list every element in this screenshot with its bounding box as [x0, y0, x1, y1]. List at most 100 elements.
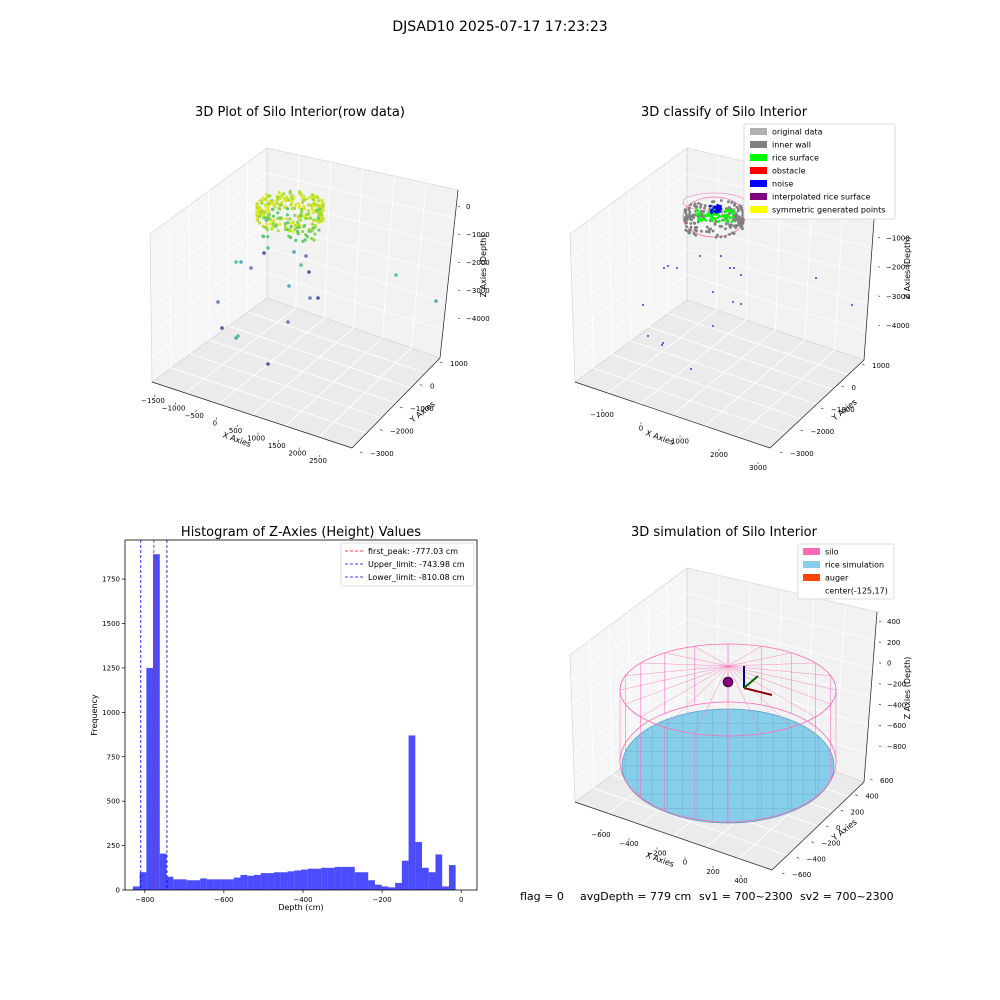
silo-roof-line: [727, 665, 816, 718]
raw-point: [310, 207, 314, 211]
histogram-bar: [395, 882, 402, 890]
histogram-bar: [173, 879, 180, 890]
silo-roof-line: [694, 646, 729, 667]
raw-point: [277, 191, 282, 195]
classify-y-ticks: 1000 0 −1000 −2000 −3000: [779, 362, 890, 458]
legend-swatch: [750, 128, 767, 135]
classify-x-ticks: −1000 0 1000 2000 3000: [590, 409, 767, 472]
inner-wall-point: [727, 200, 730, 204]
inner-wall-point: [688, 206, 691, 210]
raw-point: [286, 198, 290, 202]
rice-surface-point: [704, 214, 708, 218]
y-axis-line: [351, 357, 441, 449]
silo-roof-line: [727, 665, 762, 734]
raw-point: [265, 208, 269, 212]
tick-label: 1000: [247, 435, 265, 443]
inner-wall-point: [694, 233, 698, 237]
grid-line: [247, 162, 426, 374]
raw-point: [299, 213, 303, 218]
histogram-bar: [240, 874, 248, 890]
tick-mark: [877, 295, 881, 297]
tick-mark: [457, 317, 461, 320]
tick-mark: [457, 289, 461, 292]
raw-point: [293, 213, 297, 218]
raw-data-3d-panel: 3D Plot of Silo Interior(row data) −1500…: [141, 105, 490, 465]
noise-point: [647, 335, 649, 337]
histogram-bar: [166, 876, 174, 890]
inner-wall-point: [728, 206, 732, 210]
silo-roof-line: [664, 652, 729, 667]
raw-point: [258, 199, 262, 203]
raw-point: [291, 229, 295, 234]
raw-point: [299, 207, 304, 212]
tick-label: −400: [619, 840, 638, 848]
silo-roof-line: [727, 665, 831, 705]
raw-point: [267, 199, 272, 203]
inner-wall-point: [688, 210, 692, 214]
raw-point: [283, 221, 288, 226]
histogram-bar: [220, 879, 228, 890]
inner-wall-point: [736, 207, 740, 211]
raw-point: [280, 195, 284, 199]
raw-point: [274, 224, 278, 228]
axis-arrow-y: [743, 675, 759, 689]
legend-swatch: [750, 154, 767, 161]
tick-label: −2000: [390, 428, 414, 436]
histogram-legend: first_peak: -777.03 cm Upper_limit: -743.…: [340, 542, 475, 587]
noise-point: [733, 267, 735, 269]
raw-point: [266, 246, 270, 250]
raw-point: [305, 197, 309, 201]
noise-point: [712, 291, 714, 293]
raw-point: [299, 193, 303, 197]
raw-point: [301, 196, 305, 200]
legend-label: symmetric generated points: [772, 206, 885, 215]
inner-wall-point: [724, 222, 728, 226]
tick-mark: [216, 417, 218, 420]
inner-wall-point: [724, 207, 728, 210]
histogram-bar: [381, 886, 389, 890]
raw-point: [302, 205, 306, 209]
tick-mark: [457, 205, 461, 208]
rice-surface-point: [731, 212, 735, 216]
grid-line: [571, 618, 873, 705]
inner-wall-point: [703, 206, 706, 210]
tick-label: −200: [887, 681, 906, 689]
inner-wall-point: [736, 224, 740, 227]
tick-label: −2000: [886, 264, 910, 272]
tick-label: −400: [887, 701, 906, 709]
inner-wall-point: [711, 229, 715, 233]
raw-point: [294, 203, 298, 207]
silo-roof-line: [727, 652, 792, 667]
noise-point: [662, 342, 664, 344]
raw-point: [261, 196, 265, 200]
raw-point: [317, 216, 321, 221]
rice-surface-point: [726, 216, 730, 219]
tick-mark: [811, 841, 814, 843]
histogram-bars: [132, 554, 456, 890]
tick-mark: [319, 454, 321, 458]
raw-point: [265, 193, 269, 197]
inner-wall-point: [695, 229, 698, 233]
noise-point: [732, 301, 734, 303]
inner-wall-point: [741, 213, 745, 217]
y-axis-line: [769, 359, 865, 449]
inner-wall-point: [692, 232, 696, 235]
raw-point: [293, 223, 297, 227]
histogram-bar: [193, 880, 201, 890]
noise-point: [714, 205, 718, 209]
histogram-bar: [422, 867, 429, 890]
histogram-bar: [260, 873, 268, 890]
rice-surface-point: [723, 218, 727, 221]
raw-point: [312, 200, 316, 204]
rice-surface-point: [722, 215, 726, 219]
raw-point: [283, 227, 288, 231]
raw-point: [309, 216, 313, 220]
tick-mark: [820, 407, 824, 410]
rice-surface-point: [715, 213, 718, 216]
raw-point: [311, 197, 315, 201]
tick-label: 200: [706, 868, 719, 876]
raw-point: [297, 190, 302, 194]
raw-point: [263, 197, 268, 201]
legend-label: first_peak: -777.03 cm: [368, 547, 458, 556]
tick-label: −4000: [886, 322, 910, 330]
